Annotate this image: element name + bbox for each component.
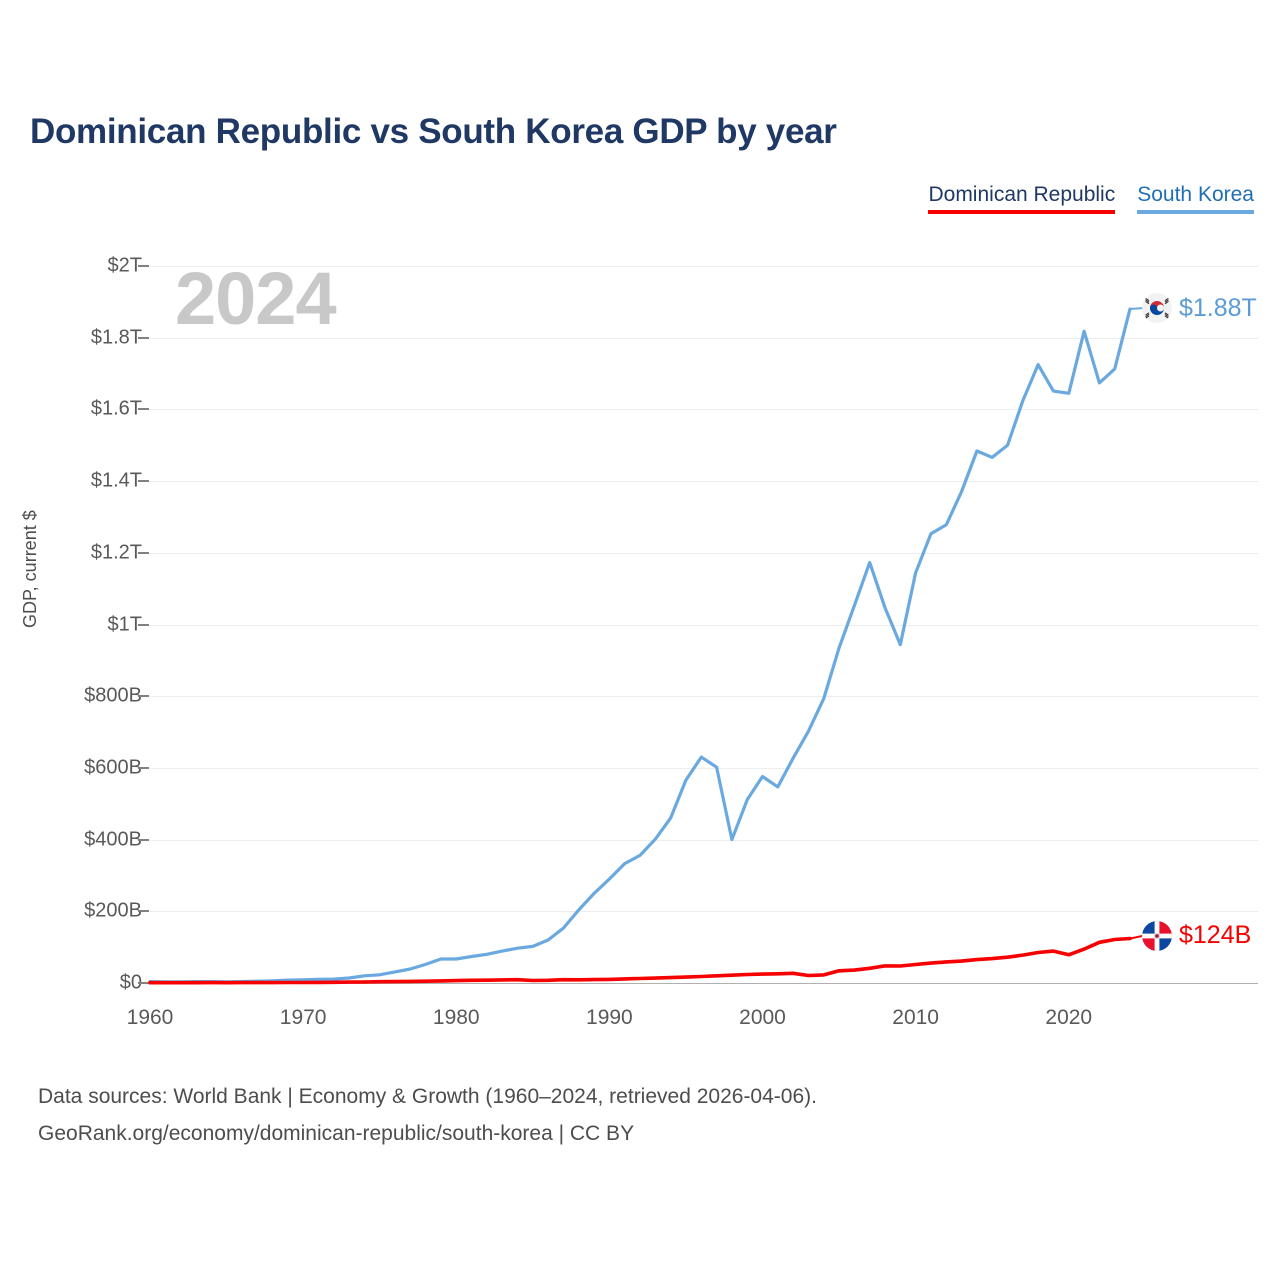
end-label-dominican-republic: $124B xyxy=(1142,920,1252,951)
gridline xyxy=(150,911,1258,913)
gridline xyxy=(150,337,1258,339)
gridline xyxy=(150,767,1258,769)
series-line-dominican-republic xyxy=(148,936,1132,985)
gridline xyxy=(150,409,1258,411)
y-tick-mark xyxy=(138,838,149,841)
x-tick-label: 1990 xyxy=(586,1006,633,1029)
end-value-south-korea: $1.88T xyxy=(1179,293,1257,322)
legend-label-dominican-republic: Dominican Republic xyxy=(928,183,1116,206)
y-tick-label: $0 xyxy=(119,971,142,994)
y-tick-mark xyxy=(138,910,149,913)
x-tick-label: 1970 xyxy=(279,1006,327,1029)
y-tick-label: $1.6T xyxy=(90,397,142,420)
gridline xyxy=(150,624,1258,626)
y-tick-label: $1.2T xyxy=(90,541,142,564)
x-tick-label: 2010 xyxy=(892,1006,939,1029)
y-axis-ticks: $0 $200B $400B $600B $800B $1T $1.2T $1.4T $1.6T… xyxy=(0,0,150,1280)
page-title: Dominican Republic vs South Korea GDP by… xyxy=(30,112,837,151)
legend-item-dominican-republic[interactable]: Dominican Republic xyxy=(928,182,1116,214)
gridline xyxy=(150,696,1258,698)
y-tick-mark xyxy=(138,551,149,554)
y-tick-label: $1.8T xyxy=(90,326,142,349)
y-tick-mark xyxy=(138,408,149,411)
gridline xyxy=(150,839,1258,841)
y-tick-label: $200B xyxy=(84,899,142,922)
y-tick-mark xyxy=(138,982,149,984)
footer-attribution: GeoRank.org/economy/dominican-republic/s… xyxy=(38,1122,635,1145)
legend-label-south-korea: South Korea xyxy=(1137,183,1254,206)
y-tick-mark xyxy=(138,766,149,769)
y-tick-mark xyxy=(138,265,149,267)
year-watermark: 2024 xyxy=(175,257,337,340)
axis-baseline xyxy=(150,983,1258,984)
gridline xyxy=(150,266,1258,267)
legend-swatch-south-korea xyxy=(1137,210,1254,214)
end-value-dominican-republic: $124B xyxy=(1179,921,1252,950)
end-label-south-korea: $1.88T xyxy=(1142,293,1257,324)
legend-swatch-dominican-republic xyxy=(928,210,1116,214)
y-tick-label: $600B xyxy=(84,756,142,779)
legend-item-south-korea[interactable]: South Korea xyxy=(1137,182,1254,214)
y-tick-label: $1T xyxy=(107,613,142,635)
x-tick-label: 1960 xyxy=(126,1006,174,1029)
x-tick-label: 1980 xyxy=(432,1006,480,1029)
y-tick-label: $2T xyxy=(107,254,142,277)
x-tick-label: 2020 xyxy=(1045,1006,1093,1029)
y-tick-mark xyxy=(138,336,149,339)
y-tick-mark xyxy=(138,480,149,483)
y-tick-label: $400B xyxy=(84,828,142,851)
y-tick-label: $800B xyxy=(84,684,142,707)
footer-data-sources: Data sources: World Bank | Economy & Gro… xyxy=(38,1085,817,1108)
y-tick-label: $1.4T xyxy=(90,469,142,492)
gridline xyxy=(150,552,1258,554)
gridline xyxy=(150,481,1258,483)
dominican-republic-flag-icon xyxy=(1142,920,1172,951)
south-korea-flag-icon xyxy=(1142,293,1172,324)
x-tick-label: 2000 xyxy=(739,1006,786,1029)
y-tick-mark xyxy=(138,695,149,698)
chart-legend: Dominican Republic South Korea xyxy=(928,182,1254,214)
y-tick-mark xyxy=(138,623,149,626)
